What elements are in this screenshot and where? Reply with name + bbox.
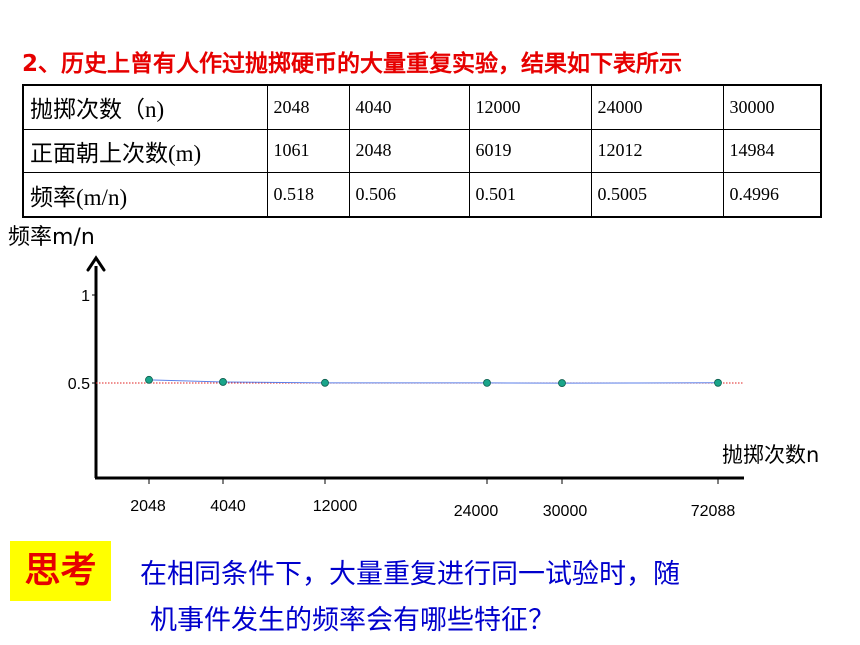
data-point — [219, 378, 227, 386]
x-tick-label: 24000 — [454, 503, 499, 520]
y-axis-label: 频率m/n — [8, 225, 95, 250]
table-cell: 0.4996 — [722, 172, 822, 218]
table-cell: 1061 — [266, 128, 350, 174]
table-cell: 4040 — [348, 84, 470, 130]
y-axis-arrow — [86, 255, 106, 272]
table-cell: 24000 — [590, 84, 724, 130]
think-badge: 思考 — [10, 541, 111, 601]
table-cell: 12000 — [468, 84, 592, 130]
table-row-throws: 抛掷次数（n) 2048 4040 12000 24000 30000 — [22, 84, 822, 130]
table-cell: 2048 — [266, 84, 350, 130]
table-row-frequency: 频率(m/n) 0.518 0.506 0.501 0.5005 0.4996 — [22, 172, 822, 218]
table-cell: 6019 — [468, 128, 592, 174]
data-point — [714, 378, 722, 387]
x-axis-label: 抛掷次数n — [722, 443, 819, 467]
table-cell: 0.506 — [348, 172, 470, 218]
row-header: 正面朝上次数(m) — [22, 128, 268, 174]
question-line: 在相同条件下，大量重复进行同一试验时，随 — [140, 559, 680, 590]
table-row-heads: 正面朝上次数(m) 1061 2048 6019 12012 14984 — [22, 128, 822, 174]
x-tick-label: 30000 — [543, 503, 588, 520]
table-cell: 0.518 — [266, 172, 350, 218]
row-header: 抛掷次数（n) — [22, 84, 268, 130]
x-tick-label: 2048 — [130, 498, 166, 515]
table-cell: 12012 — [590, 128, 724, 174]
table-cell: 0.501 — [468, 172, 592, 218]
x-tick-label: 72088 — [691, 503, 736, 520]
question-line: 机事件发生的频率会有哪些特征？ — [150, 605, 555, 636]
row-header: 频率(m/n) — [22, 172, 268, 218]
y-tick-label: 0.5 — [68, 376, 90, 393]
data-point — [483, 379, 491, 387]
table-cell: 2048 — [348, 128, 470, 174]
data-point — [558, 379, 566, 387]
x-tick-label: 4040 — [210, 498, 246, 515]
table-cell: 0.5005 — [590, 172, 724, 218]
y-tick-label: 1 — [81, 288, 90, 305]
think-question: 在相同条件下，大量重复进行同一试验时，随 机事件发生的频率会有哪些特征？ — [140, 552, 840, 644]
frequency-chart: 1 0.5 2048 4040 12000 24000 30000 72088 频率m/n 抛掷次… — [8, 225, 819, 520]
data-point — [145, 375, 153, 384]
x-tick-label: 12000 — [313, 498, 358, 515]
experiment-table: 抛掷次数（n) 2048 4040 12000 24000 30000 正面朝上… — [22, 84, 822, 218]
table-cell: 14984 — [722, 128, 822, 174]
table-cell: 30000 — [722, 84, 822, 130]
data-point — [321, 378, 329, 387]
series-line — [148, 379, 719, 384]
page-title: 2、历史上曾有人作过抛掷硬币的大量重复实验，结果如下表所示 — [22, 51, 683, 77]
